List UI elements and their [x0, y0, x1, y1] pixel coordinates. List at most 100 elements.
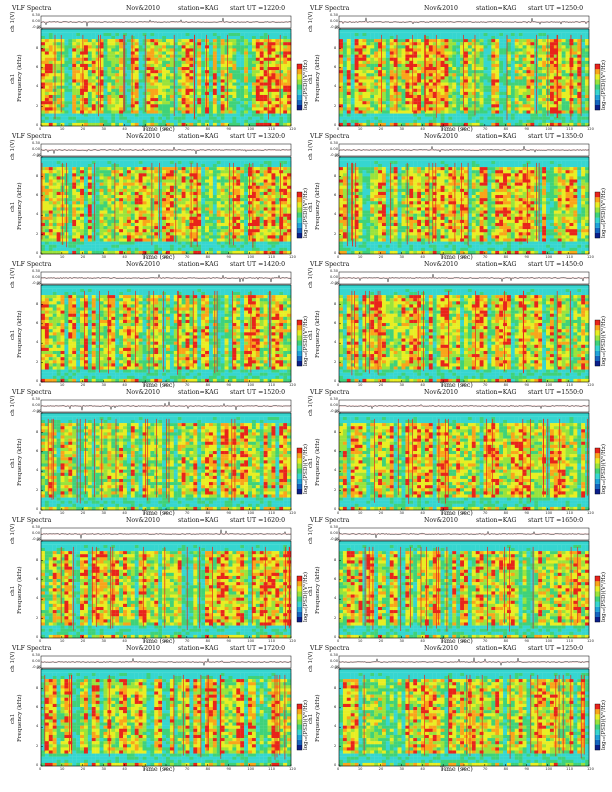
y-tick-label: 8 [334, 174, 336, 179]
x-tick-label: 70 [185, 127, 190, 132]
y-tick-label: 10 [36, 539, 41, 543]
colorbar-swatch [297, 222, 302, 228]
y-tick-label: 8 [36, 430, 38, 435]
waveform-tick-label: 0.30 [330, 14, 338, 18]
colorbar-frame [594, 575, 601, 623]
x-tick-label: 60 [462, 767, 467, 772]
x-tick-label: 120 [587, 639, 594, 644]
x-tick-label: 100 [545, 511, 552, 516]
colorbar-swatch [297, 596, 302, 602]
panel-station: station=KAG [476, 517, 517, 524]
colorbar-swatch [297, 232, 302, 239]
colorbar-frame [296, 447, 303, 495]
colorbar-swatch [297, 79, 302, 85]
x-tick-label: 10 [358, 383, 363, 388]
x-tick-label: 50 [441, 255, 446, 260]
y-tick-label: 0 [334, 252, 336, 256]
colorbar-swatch [595, 458, 600, 464]
waveform-tick-label: -0.30 [32, 410, 41, 414]
panel-date: Nov&2010 [126, 517, 160, 524]
x-tick-label: 50 [143, 767, 148, 772]
x-tick-label: 0 [39, 639, 41, 644]
colorbar-swatch [297, 335, 302, 341]
x-tick-label: 110 [268, 767, 275, 772]
x-tick-label: 120 [587, 127, 594, 132]
channel-ylabel: ch1 [10, 586, 17, 596]
y-tick-label: 2 [36, 488, 38, 493]
x-tick-label: 10 [358, 511, 363, 516]
waveform-ylabel: ch 1(V) [308, 396, 315, 416]
y-tick-label: 10 [36, 27, 41, 31]
colorbar-swatch [297, 601, 302, 607]
x-tick-label: 10 [358, 767, 363, 772]
y-tick-label: 0 [334, 124, 336, 128]
x-tick-label: 70 [185, 767, 190, 772]
waveform-tick-label: 0.00 [32, 148, 40, 152]
colorbar-swatch [297, 104, 302, 111]
waveform-tick-label: 0.00 [32, 532, 40, 536]
colorbar-swatch [595, 222, 600, 228]
x-tick-label: 10 [60, 639, 65, 644]
colorbar-swatch [297, 192, 302, 198]
x-tick-label: 90 [525, 639, 530, 644]
waveform-tick-label: 0.30 [32, 142, 40, 146]
x-axis-label: Time (sec) [440, 766, 473, 773]
x-tick-label: 50 [143, 383, 148, 388]
x-tick-label: 50 [143, 511, 148, 516]
x-tick-label: 90 [525, 255, 530, 260]
colorbar-swatch [297, 453, 302, 459]
x-tick-label: 40 [122, 127, 127, 132]
x-tick-label: 40 [420, 639, 425, 644]
colorbar-frame [296, 575, 303, 623]
y-tick-label: 6 [334, 321, 336, 326]
colorbar-swatch [595, 345, 600, 351]
panel-start-ut: start UT =1350:0 [528, 133, 583, 140]
colorbar-swatch [595, 99, 600, 105]
colorbar-swatch [297, 202, 302, 208]
panel-station: station=KAG [476, 261, 517, 268]
x-tick-label: 60 [462, 127, 467, 132]
colorbar-frame [594, 447, 601, 495]
x-tick-label: 110 [268, 127, 275, 132]
colorbar-swatch [297, 345, 302, 351]
x-tick-label: 60 [462, 639, 467, 644]
x-tick-label: 110 [268, 383, 275, 388]
colorbar-swatch [595, 197, 600, 203]
colorbar-swatch [595, 79, 600, 85]
x-tick-label: 110 [268, 255, 275, 260]
panel-title: VLF Spectra [12, 645, 51, 652]
y-tick-label: 10 [36, 155, 41, 159]
frequency-ylabel: Frequency (kHz) [17, 694, 24, 742]
waveform-tick-label: 0.30 [32, 14, 40, 18]
x-tick-label: 30 [400, 383, 405, 388]
x-tick-label: 40 [122, 383, 127, 388]
vlf-spectra-panel: VLF Spectra Nov&2010 station=KAG start UT =… [306, 389, 608, 518]
waveform-tick-label: 0.00 [330, 660, 338, 664]
y-tick-label: 2 [334, 488, 336, 493]
waveform-tick-label: 0.30 [330, 654, 338, 658]
colorbar-label: log₁₀(PSD)(V²/Hz) [601, 444, 608, 494]
x-tick-label: 20 [379, 511, 384, 516]
x-axis-label: Time (sec) [440, 638, 473, 645]
x-tick-label: 80 [504, 767, 509, 772]
y-tick-label: 4 [334, 213, 336, 217]
y-tick-label: 8 [334, 302, 336, 307]
spectrogram-cells [41, 157, 292, 255]
spectrogram-plot [40, 527, 303, 639]
x-tick-label: 70 [483, 767, 488, 772]
colorbar-swatch [297, 744, 302, 751]
colorbar-swatch [595, 483, 600, 489]
x-tick-label: 40 [420, 383, 425, 388]
colorbar-swatch [297, 197, 302, 203]
colorbar-swatch [595, 69, 600, 75]
x-tick-label: 20 [81, 383, 86, 388]
channel-ylabel: ch1 [10, 458, 17, 468]
y-tick-label: 8 [334, 430, 336, 435]
x-tick-label: 70 [185, 639, 190, 644]
waveform-tick-label: 0.30 [32, 398, 40, 402]
x-axis-label: Time (sec) [142, 126, 175, 133]
x-tick-label: 60 [164, 255, 169, 260]
x-tick-label: 120 [587, 383, 594, 388]
y-tick-label: 0 [36, 764, 38, 768]
x-tick-label: 110 [566, 383, 573, 388]
